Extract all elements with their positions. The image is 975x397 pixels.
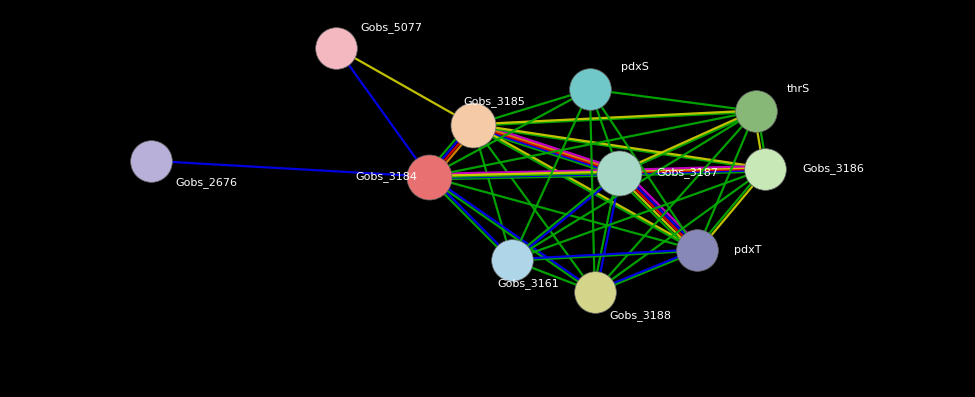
Text: Gobs_3184: Gobs_3184: [356, 171, 418, 182]
Text: pdxT: pdxT: [734, 245, 761, 255]
Point: [611, 170, 627, 176]
Point: [143, 158, 159, 164]
Point: [465, 122, 481, 128]
Text: pdxS: pdxS: [621, 62, 649, 73]
Text: Gobs_2676: Gobs_2676: [176, 177, 238, 188]
Text: Gobs_3161: Gobs_3161: [497, 278, 559, 289]
Point: [689, 247, 705, 253]
Text: Gobs_3187: Gobs_3187: [656, 167, 719, 178]
Text: Gobs_5077: Gobs_5077: [361, 22, 423, 33]
Point: [587, 289, 603, 295]
Point: [504, 257, 520, 263]
Point: [329, 44, 344, 51]
Point: [421, 173, 437, 180]
Text: thrS: thrS: [787, 84, 810, 94]
Text: Gobs_3185: Gobs_3185: [463, 96, 525, 107]
Text: Gobs_3188: Gobs_3188: [609, 310, 672, 321]
Point: [748, 108, 763, 114]
Point: [582, 86, 598, 93]
Text: Gobs_3186: Gobs_3186: [802, 163, 864, 174]
Point: [758, 166, 773, 172]
